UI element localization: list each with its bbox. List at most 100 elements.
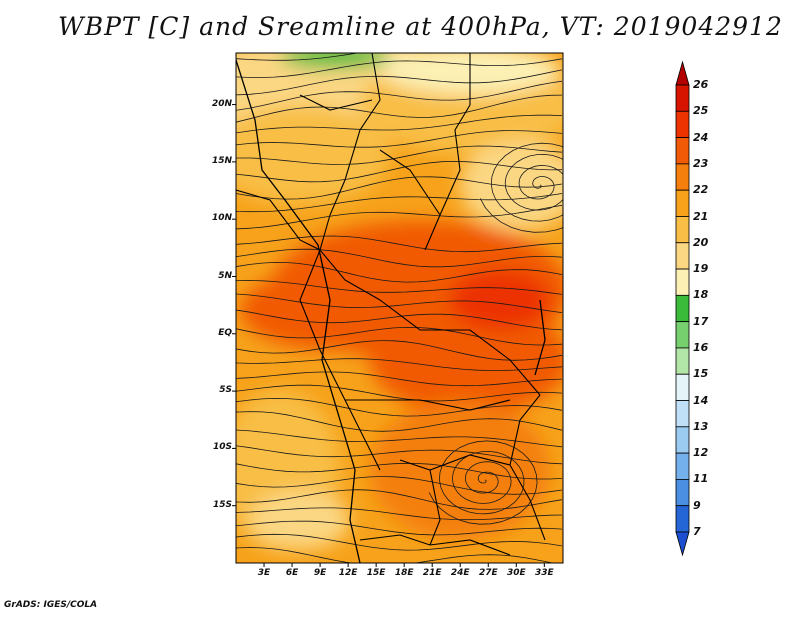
colorbar-label: 23 [693, 156, 709, 170]
streamline [236, 204, 563, 230]
longitude-label: 24E [450, 568, 470, 578]
streamline [236, 462, 563, 480]
colorbar-swatch [675, 189, 690, 217]
border-line [299, 94, 373, 111]
streamline [236, 358, 563, 371]
streamline [236, 309, 563, 331]
colorbar-label: 26 [693, 78, 709, 91]
colorbar-swatch [675, 84, 690, 112]
lake-shore [534, 299, 546, 376]
colorbar-label: 24 [693, 130, 709, 144]
colorbar-swatch [675, 216, 690, 244]
latitude-label: 20N [211, 98, 232, 109]
longitude-label: 18E [394, 568, 414, 578]
colorbar-label: 19 [693, 262, 709, 276]
colorbar-swatch [675, 110, 690, 138]
streamline [236, 326, 563, 346]
streamline [236, 94, 563, 123]
border-line [509, 394, 546, 541]
longitude-label: 15E [366, 568, 386, 578]
colorbar-top-arrow [675, 60, 690, 86]
colorbar-bottom-arrow [675, 531, 690, 557]
streamline [236, 235, 563, 253]
colorbar-swatch [675, 505, 690, 533]
streamline [236, 507, 563, 521]
colorbar-label: 13 [693, 419, 709, 433]
colorbar-label: 7 [693, 525, 701, 538]
border-line [236, 189, 381, 301]
colorbar-label: 20 [693, 235, 709, 249]
colorbar-label: 16 [693, 340, 709, 354]
streamline [236, 53, 361, 61]
colorbar-label: 14 [693, 393, 709, 407]
colorbar-label: 22 [693, 183, 709, 197]
streamline [236, 248, 563, 268]
streamline [236, 193, 563, 213]
wbpt-field [236, 53, 563, 563]
colorbar-label: 17 [693, 314, 709, 328]
colorbar-label: 15 [693, 367, 709, 381]
streamline [236, 293, 563, 313]
colorbar-swatch [675, 373, 690, 401]
colorbar-swatch [675, 163, 690, 191]
streamline [236, 176, 563, 200]
colorbar-label: 18 [693, 288, 709, 302]
streamline [236, 384, 563, 402]
border-line [399, 454, 511, 471]
country-borders [236, 53, 546, 563]
longitude-label: 3E [257, 568, 271, 578]
map-title: WBPT [C] and Sreamline at 400hPa, VT: 20… [58, 12, 783, 41]
streamline [236, 547, 555, 563]
streamline [236, 397, 563, 417]
latitude-label: 10S [212, 442, 232, 453]
colorbar-swatch [675, 294, 690, 323]
latitude-label: 15S [212, 499, 232, 510]
border-line [319, 53, 381, 251]
streamline [236, 130, 563, 148]
colorbar-swatch [675, 321, 690, 349]
colorbar [675, 60, 690, 557]
longitude-label: 33E [534, 568, 554, 578]
border-line [345, 399, 511, 411]
streamline [236, 340, 563, 361]
colorbar-swatch [675, 242, 690, 270]
colorbar-swatch [675, 426, 690, 454]
streamline [236, 69, 563, 96]
colorbar-label: 12 [693, 446, 709, 460]
longitude-label: 6E [285, 568, 299, 578]
colorbar-swatch [675, 347, 690, 375]
colorbar-swatch [675, 479, 690, 507]
latitude-label: 15N [211, 155, 232, 166]
latitude-label: 5N [218, 270, 232, 281]
border-line [379, 149, 441, 216]
streamline [236, 261, 563, 283]
streamline [236, 520, 563, 536]
longitude-label: 21E [422, 568, 442, 578]
streamline [236, 280, 563, 295]
streamline [236, 429, 563, 448]
colorbar-swatch [675, 452, 690, 480]
streamline [236, 411, 563, 432]
streamline [236, 445, 563, 465]
colorbar-label: 21 [693, 209, 709, 223]
streamline [236, 114, 563, 134]
border-line [429, 469, 441, 546]
colorbar-label: 25 [693, 104, 709, 118]
grads-credit: GrADS: IGES/COLA [4, 600, 98, 610]
longitude-label: 30E [506, 568, 526, 578]
colorbar-swatch [675, 137, 690, 165]
streamlines [236, 53, 563, 563]
coastline [236, 59, 361, 563]
streamline [236, 58, 563, 78]
streamline [236, 533, 563, 551]
streamline [236, 160, 563, 183]
border-line [379, 299, 541, 396]
latitude-label: 5S [219, 385, 232, 396]
latitude-label: 10N [211, 213, 232, 224]
border-line [424, 53, 471, 251]
anticyclonic-vortex-south [428, 440, 538, 525]
streamline [236, 80, 563, 111]
colorbar-swatch [675, 268, 690, 296]
longitude-label: 27E [478, 568, 498, 578]
